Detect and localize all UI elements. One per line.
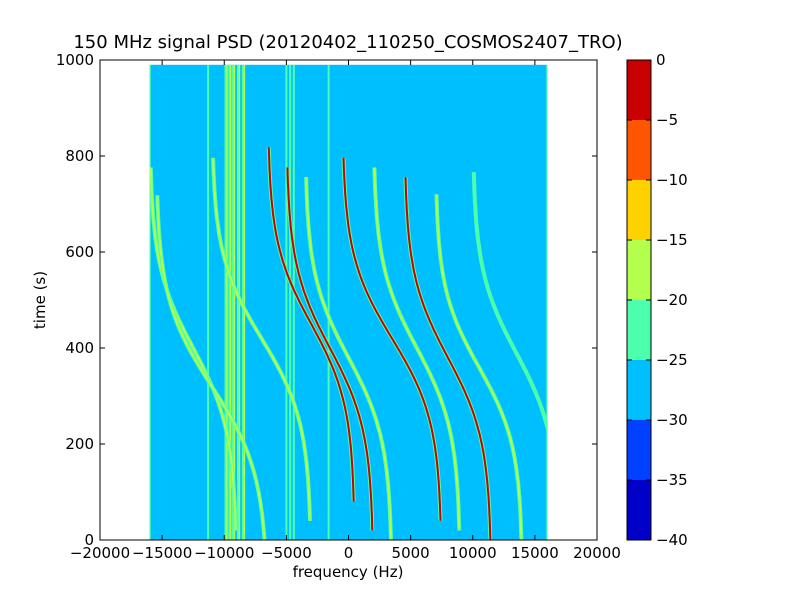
x-axis-label: frequency (Hz) — [293, 563, 404, 581]
x-tick-label: 5000 — [392, 544, 430, 562]
y-axis-label: time (s) — [31, 271, 49, 329]
doppler-trace — [305, 177, 392, 540]
y-tick-label: 600 — [65, 243, 94, 261]
y-tick-label: 800 — [65, 147, 94, 165]
colorbar-tick-label: 0 — [656, 51, 666, 69]
x-tick-label: 0 — [344, 544, 354, 562]
colorbar-tick-label: −10 — [656, 171, 688, 189]
colorbar-segment — [627, 360, 651, 420]
x-tick-label: 10000 — [449, 544, 497, 562]
colorbar-tick-label: −15 — [656, 231, 688, 249]
colorbar-segment — [627, 180, 651, 240]
x-tick-label: 15000 — [511, 544, 559, 562]
colorbar-tick-label: −30 — [656, 411, 688, 429]
colorbar-tick-label: −25 — [656, 351, 688, 369]
y-tick-label: 1000 — [56, 51, 94, 69]
colorbar-segment — [627, 60, 651, 120]
colorbar-segment — [627, 240, 651, 300]
chart-title: 150 MHz signal PSD (20120402_110250_COSM… — [73, 32, 622, 53]
y-tick-label: 0 — [84, 531, 94, 549]
doppler-trace — [404, 177, 492, 540]
heatmap-features — [149, 64, 548, 541]
heatmap-background — [149, 64, 548, 541]
y-tick-label: 400 — [65, 339, 94, 357]
doppler-trace — [342, 157, 442, 521]
x-tick-label: −15000 — [132, 544, 192, 562]
colorbar-segment — [627, 300, 651, 360]
colorbar: 0 −5 −10 −15 −20 −25 −30 −35 −40 — [626, 51, 688, 549]
x-tick-label: 20000 — [573, 544, 621, 562]
plot-area — [99, 59, 598, 541]
colorbar-tick-label: −5 — [656, 111, 678, 129]
doppler-trace — [286, 167, 374, 531]
doppler-trace — [435, 194, 523, 541]
colorbar-tick-label: −40 — [656, 531, 688, 549]
x-tick-label: −10000 — [194, 544, 254, 562]
doppler-trace — [472, 172, 548, 432]
doppler-trace — [267, 147, 355, 502]
x-tick-label: −5000 — [261, 544, 312, 562]
colorbar-tick-label: −20 — [656, 291, 688, 309]
y-axis: 0 200 400 600 800 1000 — [56, 51, 597, 549]
colorbar-segment — [627, 480, 651, 540]
x-axis: −20000 −15000 −10000 −5000 0 5000 10000 15000 20… — [70, 60, 621, 562]
doppler-trace — [149, 167, 237, 531]
doppler-trace — [212, 157, 311, 521]
colorbar-segment — [627, 420, 651, 480]
colorbar-tick-label: −35 — [656, 471, 688, 489]
x-tick-label: −20000 — [70, 544, 130, 562]
colorbar-segment — [627, 120, 651, 180]
y-tick-label: 200 — [65, 435, 94, 453]
doppler-trace — [373, 167, 461, 531]
doppler-trace — [156, 195, 266, 541]
